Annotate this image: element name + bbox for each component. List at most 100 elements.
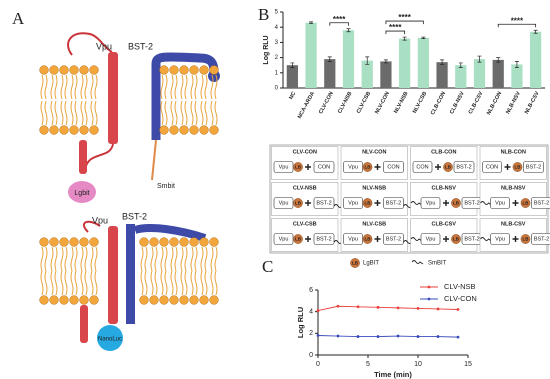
vpu-linker — [84, 143, 114, 171]
protein-box — [313, 197, 335, 209]
lipid-tail — [70, 100, 78, 126]
protein-label: Vpu — [348, 200, 358, 206]
lipid-head — [139, 237, 149, 247]
lipid-tail — [160, 270, 168, 296]
construct-title: CLB-CSV — [432, 221, 457, 227]
vpu-tail — [82, 220, 101, 233]
point — [336, 334, 340, 338]
lipid-head — [39, 65, 49, 75]
error-bar — [383, 59, 388, 64]
lgbit-icon-label: LB — [523, 236, 530, 241]
lipid-tail — [90, 270, 98, 296]
protein-box — [490, 233, 510, 245]
bar — [436, 62, 448, 88]
lipid-tail — [60, 100, 68, 126]
lipid-tail — [40, 246, 48, 272]
lipid-tail — [40, 74, 48, 100]
lipid-head — [199, 125, 209, 135]
lipid-head — [149, 295, 159, 305]
x-tick-label: NLB-CON — [486, 91, 503, 116]
bar — [492, 59, 504, 88]
lipid-tail — [200, 246, 208, 272]
sig-label: **** — [398, 13, 411, 22]
x-tick-label: NLB-NSV — [505, 91, 522, 116]
lipid-head — [89, 295, 99, 305]
error-bar — [402, 36, 407, 41]
lgbit-icon-label: LB — [365, 164, 372, 169]
lipid-head — [59, 295, 69, 305]
protein-box — [453, 161, 475, 173]
y-tick-label: 0 — [275, 86, 279, 92]
lipid-tail — [40, 100, 48, 126]
lipid-head — [79, 295, 89, 305]
lipid-tail — [170, 100, 178, 126]
protein-box — [523, 161, 544, 173]
y-axis-label: Log RLU — [296, 307, 305, 338]
legend-marker — [427, 297, 431, 301]
protein-label: Vpu — [348, 236, 358, 242]
y-tick-label: 0 — [309, 352, 313, 359]
lipid-tail — [160, 246, 168, 272]
lgbit-icon — [362, 162, 373, 172]
diagram-label: Smbit — [157, 183, 175, 190]
lipid-head — [169, 125, 179, 135]
bar — [399, 38, 411, 88]
lipid-head — [209, 65, 219, 75]
lipid-head — [199, 237, 209, 247]
point — [416, 335, 420, 338]
protein-box — [343, 197, 363, 209]
lipid-head — [39, 295, 49, 305]
lipid-tail — [200, 74, 208, 100]
lipid-tail — [210, 74, 218, 100]
lipid-head — [189, 125, 199, 135]
protein-label: BST-2 — [526, 164, 541, 170]
nanoluc — [97, 325, 123, 351]
diagram-label: Vpu — [96, 41, 112, 51]
lipid-tail — [60, 74, 68, 100]
construct-title: CLV-NSB — [293, 185, 317, 191]
vpu-helix2 — [80, 305, 88, 343]
protein-label: Vpu — [279, 236, 289, 242]
smbit — [151, 139, 157, 181]
protein-label: Vpu — [279, 164, 289, 170]
lipid-head — [69, 295, 79, 305]
plus-sign — [305, 236, 311, 242]
protein-box — [531, 197, 550, 209]
lipid-tail — [90, 100, 98, 126]
plus-sign — [512, 236, 519, 242]
point — [396, 306, 400, 310]
protein-box — [482, 161, 502, 173]
construct-title: NLB-NSV — [501, 185, 526, 191]
x-tick-label: NLB-CSV — [524, 91, 541, 116]
x-tick-label: 10 — [414, 361, 422, 368]
lipid-head — [49, 237, 59, 247]
x-tick-label: CLV-CON — [318, 91, 335, 115]
x-tick-label: NCA-ARDA — [297, 91, 316, 120]
lipid-tail — [190, 270, 198, 296]
series-line — [317, 335, 459, 338]
lipid-head — [59, 125, 69, 135]
protein-label: BST-2 — [464, 236, 479, 242]
lgbit-icon-label: LB — [453, 236, 460, 241]
error-bar — [421, 36, 426, 39]
error-bar — [458, 62, 463, 68]
lipid-tail — [180, 100, 188, 126]
error-bar — [514, 61, 519, 68]
lipid-head — [69, 125, 79, 135]
lipid-head — [49, 295, 59, 305]
protein-label: CON — [318, 164, 330, 170]
bar — [286, 65, 298, 88]
construct-title: CLV-CSB — [293, 221, 317, 227]
lipid-head — [69, 65, 79, 75]
protein-label: CON — [486, 164, 498, 170]
construct-title: NLB-CSV — [501, 221, 526, 227]
lipid-tail — [190, 100, 198, 126]
plus-sign — [374, 200, 381, 206]
point — [436, 335, 440, 338]
lipid-head — [189, 295, 199, 305]
plus-sign — [374, 164, 381, 170]
bst2 — [126, 224, 135, 324]
protein-label: CON — [387, 164, 399, 170]
sig-bracket — [329, 22, 349, 26]
lgbit-icon-label: LB — [352, 260, 359, 265]
